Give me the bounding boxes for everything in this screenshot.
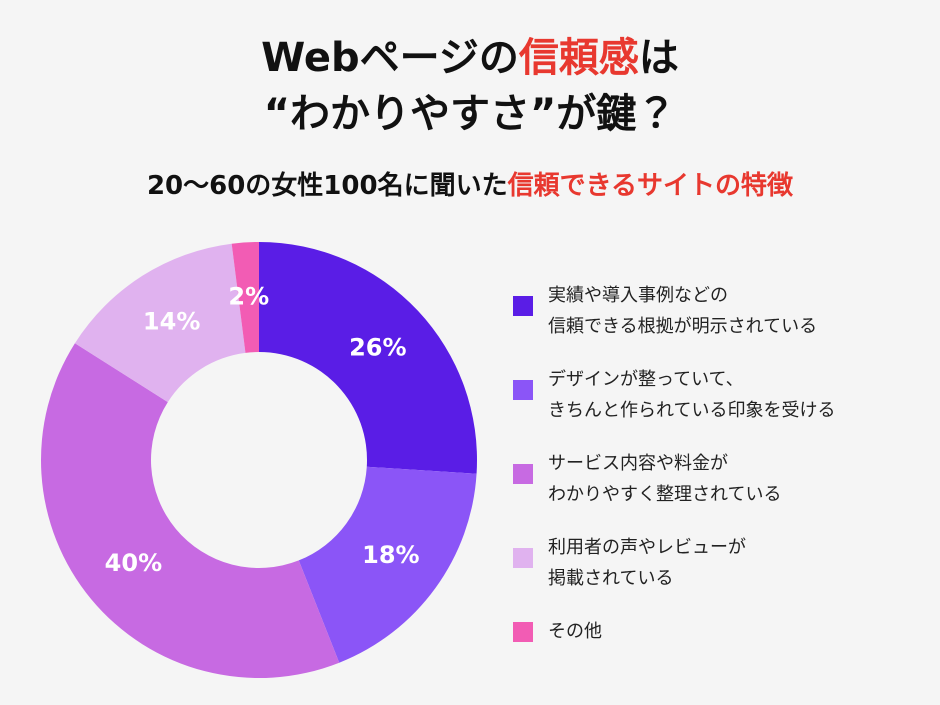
donut-slice — [259, 242, 477, 474]
slice-label: 40% — [105, 549, 162, 577]
legend-label: 実績や導入事例などの 信頼できる根拠が明示されている — [548, 285, 818, 337]
legend-item: 実績や導入事例などの 信頼できる根拠が明示されている — [513, 280, 933, 342]
legend-swatch — [513, 548, 533, 568]
legend-label: サービス内容や料金が わかりやすく整理されている — [548, 453, 782, 505]
legend-swatch — [513, 296, 533, 316]
title-line: Webページの信頼感は — [0, 30, 940, 86]
legend-item: デザインが整っていて、 きちんと作られている印象を受ける — [513, 364, 933, 426]
subtitle-text: 信頼できるサイトの特徴 — [507, 171, 794, 201]
chart-subtitle: 20〜60の女性100名に聞いた信頼できるサイトの特徴 — [0, 166, 940, 206]
chart-title: Webページの信頼感は “わかりやすさ”が鍵？ — [0, 30, 940, 142]
slice-label: 26% — [349, 333, 406, 361]
title-text: “わかりやすさ”が鍵？ — [263, 91, 677, 137]
legend-swatch — [513, 622, 533, 642]
title-text: Webページの — [261, 35, 519, 81]
legend-item: サービス内容や料金が わかりやすく整理されている — [513, 448, 933, 510]
slice-label: 2% — [228, 282, 269, 310]
donut-slice — [231, 242, 259, 353]
legend-item: 利用者の声やレビューが 掲載されている — [513, 532, 933, 594]
title-text: は — [638, 35, 679, 81]
donut-slice — [74, 243, 246, 403]
legend-swatch — [513, 380, 533, 400]
title-text: 信頼感 — [518, 35, 639, 81]
legend-item: その他 — [513, 616, 933, 647]
donut-slice — [298, 466, 477, 663]
slice-label: 14% — [143, 307, 200, 335]
legend-label: デザインが整っていて、 きちんと作られている印象を受ける — [548, 369, 836, 421]
legend-label: 利用者の声やレビューが 掲載されている — [548, 537, 746, 589]
title-line: “わかりやすさ”が鍵？ — [0, 86, 940, 142]
legend-swatch — [513, 464, 533, 484]
donut-slice — [41, 343, 340, 678]
legend: 実績や導入事例などの 信頼できる根拠が明示されている デザインが整っていて、 きち… — [513, 280, 933, 669]
subtitle-text: 20〜60の女性100名に聞いた — [146, 171, 508, 201]
legend-label: その他 — [548, 621, 602, 642]
slice-label: 18% — [362, 541, 419, 569]
